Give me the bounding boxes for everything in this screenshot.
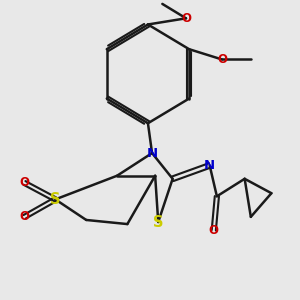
Text: O: O	[20, 210, 29, 224]
Text: N: N	[146, 147, 158, 160]
Text: O: O	[217, 53, 227, 66]
Text: N: N	[204, 159, 215, 172]
Text: O: O	[20, 176, 29, 189]
Text: S: S	[50, 192, 61, 207]
Text: O: O	[181, 12, 191, 25]
Text: O: O	[209, 224, 219, 237]
Text: S: S	[153, 214, 164, 230]
